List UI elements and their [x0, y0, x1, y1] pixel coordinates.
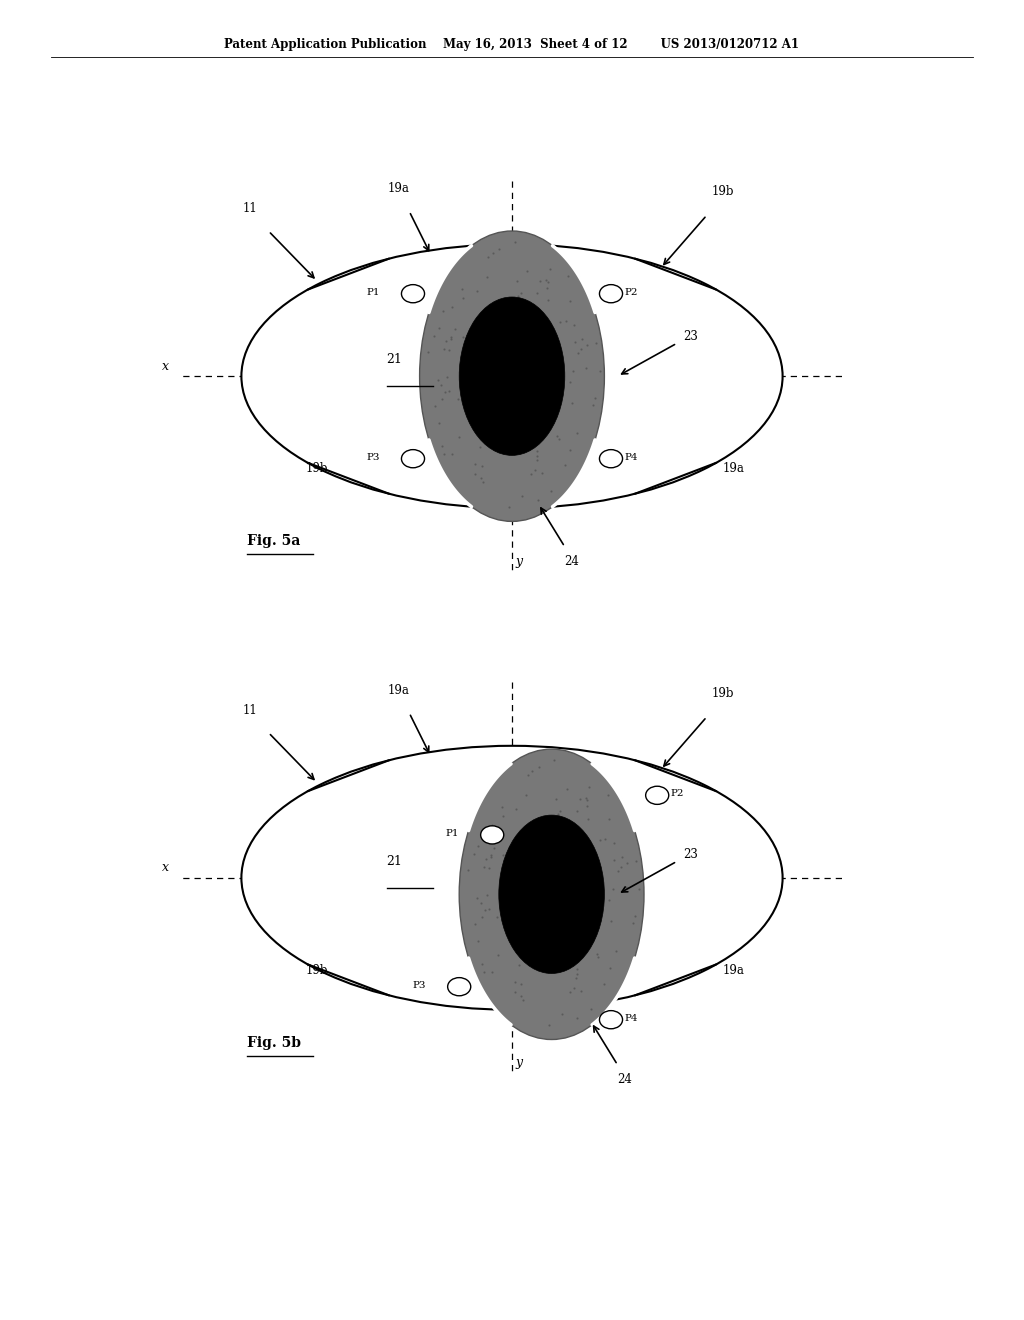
Text: Patent Application Publication    May 16, 2013  Sheet 4 of 12        US 2013/012: Patent Application Publication May 16, 2…	[224, 38, 800, 51]
Text: P3: P3	[413, 981, 426, 990]
Text: P2: P2	[625, 288, 638, 297]
Text: 19a: 19a	[723, 462, 744, 475]
Text: 11: 11	[242, 704, 257, 717]
Ellipse shape	[499, 814, 604, 974]
Ellipse shape	[599, 285, 623, 302]
Ellipse shape	[480, 826, 504, 843]
Text: y: y	[515, 1056, 522, 1069]
Text: 19a: 19a	[387, 684, 410, 697]
Ellipse shape	[599, 450, 623, 467]
Ellipse shape	[401, 285, 425, 302]
Text: 19b: 19b	[306, 964, 329, 977]
Text: 24: 24	[564, 556, 579, 568]
Text: x: x	[162, 862, 169, 874]
Ellipse shape	[599, 1011, 623, 1028]
Text: 19b: 19b	[306, 462, 329, 475]
Text: 11: 11	[242, 202, 257, 215]
Text: P4: P4	[625, 453, 638, 462]
Text: P1: P1	[367, 288, 380, 297]
Text: 19a: 19a	[723, 964, 744, 977]
Text: x: x	[162, 360, 169, 372]
Ellipse shape	[459, 297, 565, 455]
Text: P4: P4	[625, 1014, 638, 1023]
Ellipse shape	[646, 787, 669, 804]
Ellipse shape	[420, 231, 604, 521]
Text: y: y	[515, 554, 522, 568]
Text: 23: 23	[684, 849, 698, 861]
Text: Fig. 5b: Fig. 5b	[247, 1036, 301, 1049]
Text: 21: 21	[387, 354, 402, 366]
Ellipse shape	[401, 450, 425, 467]
Text: 19b: 19b	[712, 185, 734, 198]
Text: 24: 24	[616, 1073, 632, 1086]
Text: 21: 21	[387, 855, 402, 867]
Ellipse shape	[242, 746, 782, 1010]
Ellipse shape	[242, 244, 782, 508]
Text: Fig. 5a: Fig. 5a	[247, 535, 300, 548]
Ellipse shape	[459, 748, 644, 1040]
Text: 19a: 19a	[387, 182, 410, 195]
Text: 19b: 19b	[712, 686, 734, 700]
Text: 23: 23	[684, 330, 698, 343]
Text: P2: P2	[671, 789, 684, 799]
Text: P1: P1	[445, 829, 459, 838]
Text: P3: P3	[367, 453, 380, 462]
Ellipse shape	[447, 978, 471, 995]
